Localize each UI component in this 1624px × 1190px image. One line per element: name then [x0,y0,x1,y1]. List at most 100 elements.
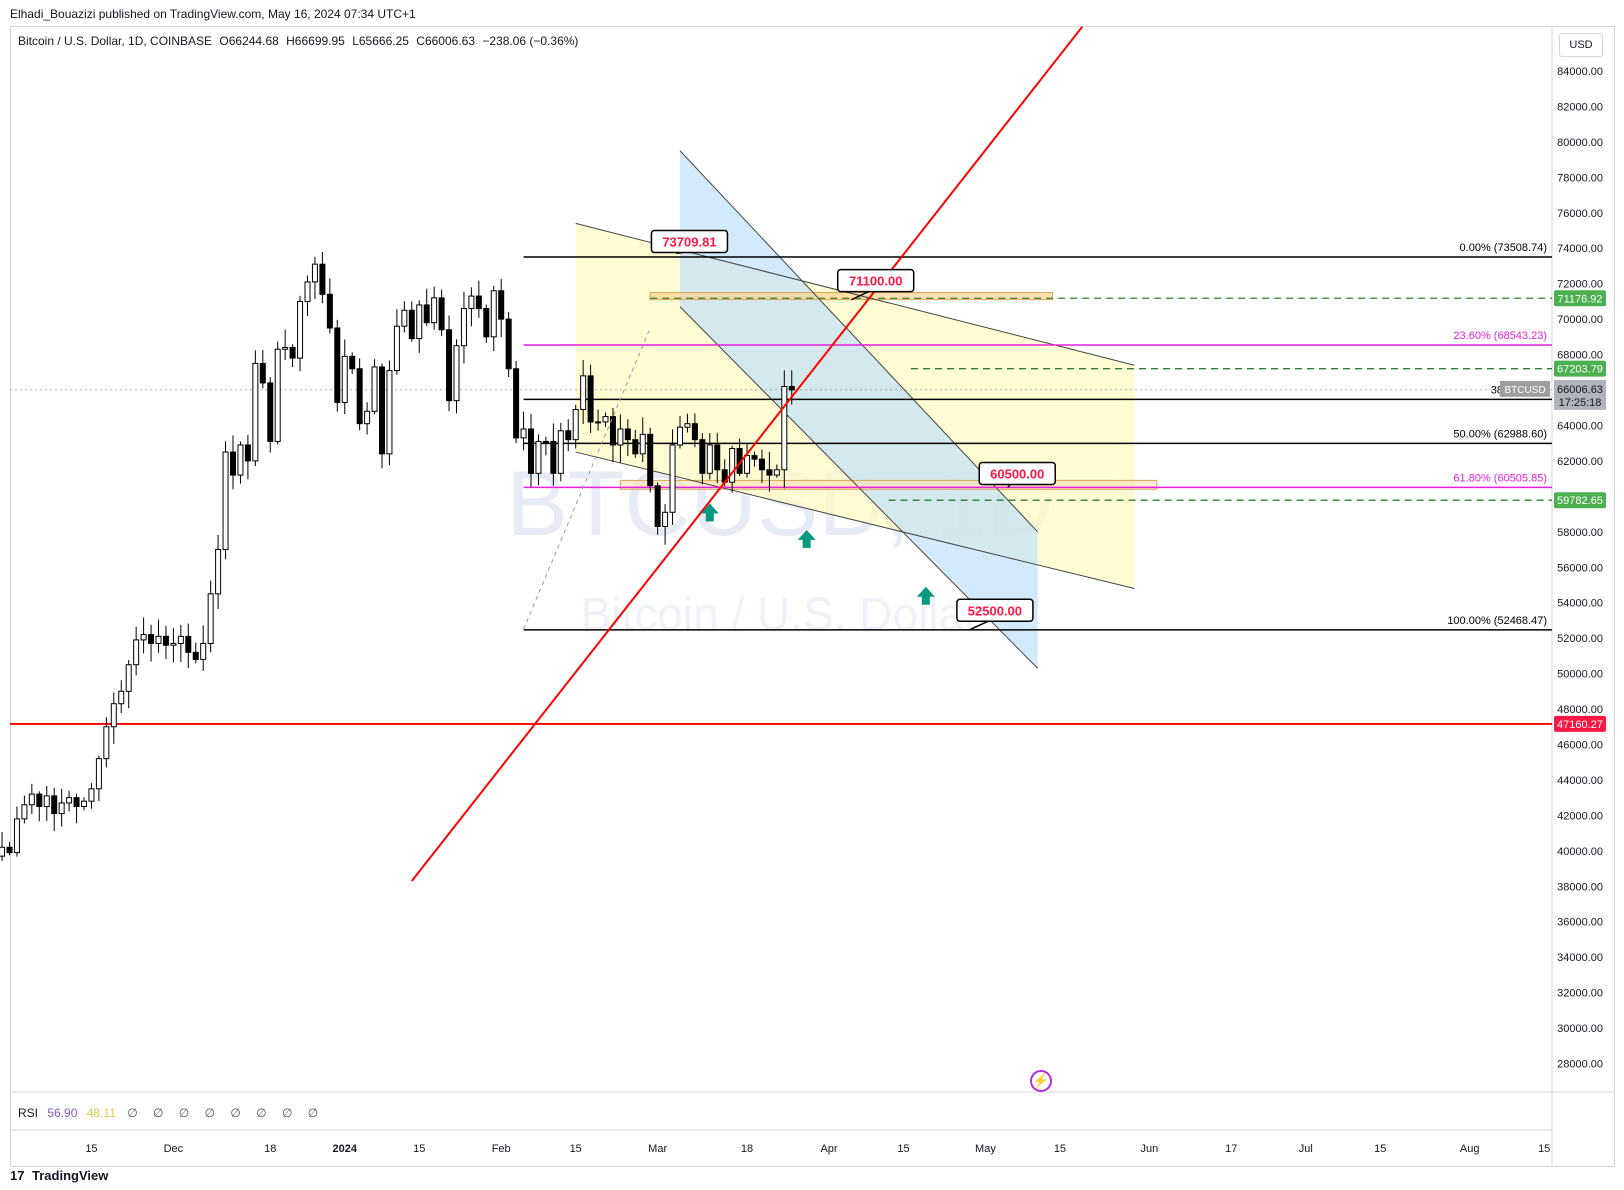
price-tick-label: 42000.00 [1557,810,1603,822]
time-tick-label: 15 [1374,1143,1386,1155]
legend-close: C66006.63 [416,34,475,48]
candle-body [580,375,587,411]
candle-body [259,362,266,384]
candle-body [110,703,117,728]
candle-body [595,421,602,424]
candle-body [520,428,527,439]
candle-body [349,355,356,370]
fib-level-label: 100.00% (52468.47) [1447,615,1547,627]
projection-line [523,327,651,630]
time-tick-label: 15 [570,1143,582,1155]
currency-selector[interactable]: USD [1559,33,1603,57]
time-tick-label: Dec [164,1143,184,1155]
rsi-placeholders: ∅ ∅ ∅ ∅ ∅ ∅ ∅ ∅ [127,1106,325,1120]
candle-body [207,593,214,644]
legend-high: H66699.95 [286,34,345,48]
price-tick-label: 52000.00 [1557,633,1603,645]
rsi-legend: RSI 56.90 48.11 ∅ ∅ ∅ ∅ ∅ ∅ ∅ ∅ [18,1106,324,1120]
price-tick-label: 72000.00 [1557,279,1603,291]
price-tick-label: 28000.00 [1557,1059,1603,1071]
trend-line-red [411,26,1084,882]
time-tick-label: Aug [1460,1143,1480,1155]
callout-text: 71100.00 [849,274,903,289]
up-arrow-icon [797,530,816,549]
price-tick-label: 64000.00 [1557,420,1603,432]
legend-change: −238.06 (−0.36%) [482,34,579,48]
candle-body [386,370,393,455]
candle-body [341,355,348,403]
price-axis-badge [1554,492,1606,509]
candle-body [222,451,229,551]
candle-body [781,385,788,471]
candle-body [662,511,669,527]
candle-body [528,428,534,474]
legend-open: O66244.68 [219,34,279,48]
candle-body [468,295,475,309]
candle-body [632,439,639,455]
time-tick-label: Mar [648,1143,667,1155]
publish-info: Elhadi_Bouazizi published on TradingView… [10,7,416,21]
price-tick-label: 30000.00 [1557,1023,1603,1035]
time-tick-label: 15 [897,1143,909,1155]
price-axis-badge [1554,360,1606,377]
candle-body [639,433,646,455]
price-callout: 73709.81 [650,229,729,255]
tradingview-logo[interactable]: 17 TradingView [10,1168,108,1183]
price-callout: 52500.00 [956,598,1034,630]
candle-body [88,788,95,802]
candle-body [453,345,460,402]
candle-body [438,297,445,331]
price-tick-label: 38000.00 [1557,881,1603,893]
candle-body [446,329,453,402]
lightning-icon[interactable]: ⚡ [1030,1070,1052,1092]
time-tick-label: May [975,1143,996,1155]
candle-body [319,263,326,295]
price-tick-label: 48000.00 [1557,704,1603,716]
candle-body [565,430,572,441]
candle-body [572,409,579,441]
candle-body [505,318,512,370]
candle-body [170,642,177,646]
candle-body [334,327,341,403]
time-tick-label: 15 [1054,1143,1066,1155]
candle-body [498,290,505,320]
candle-body [282,346,289,350]
price-tick-label: 74000.00 [1557,243,1603,255]
brand-label: TradingView [32,1168,109,1183]
candle-body [13,818,20,854]
candle-body [36,793,43,808]
candle-body [177,635,184,644]
candle-body [542,440,549,443]
candle-body [647,433,654,487]
candle-body [140,634,147,641]
candle-body [81,800,87,808]
candle-body [51,795,58,815]
callout-box [650,229,729,254]
time-tick-label: Jun [1140,1143,1158,1155]
candle-body [28,793,35,806]
price-tick-label: 56000.00 [1557,562,1603,574]
callout-text: 52500.00 [968,603,1022,618]
candle-body [706,444,713,474]
candle-body [744,455,751,474]
price-tick-label: 40000.00 [1557,846,1603,858]
countdown-text: 17:25:18 [1559,397,1602,409]
candle-body [490,290,497,338]
symbol-tag [1500,380,1550,397]
candle-body [267,382,274,442]
price-tick-label: 34000.00 [1557,952,1603,964]
price-tick-label: 36000.00 [1557,917,1603,929]
candle-body [751,455,758,460]
callout-box [956,598,1034,623]
price-tick-label: 84000.00 [1557,66,1603,78]
candle-body [408,309,415,340]
candle-body [758,458,765,471]
candle-body [699,439,706,474]
candle-body [21,804,28,820]
price-axis-badge [1554,715,1606,732]
candle-body [0,846,6,857]
candle-body [393,325,400,372]
last-price-text: 66006.63 [1557,384,1603,396]
channel-lower-line [575,451,1135,590]
